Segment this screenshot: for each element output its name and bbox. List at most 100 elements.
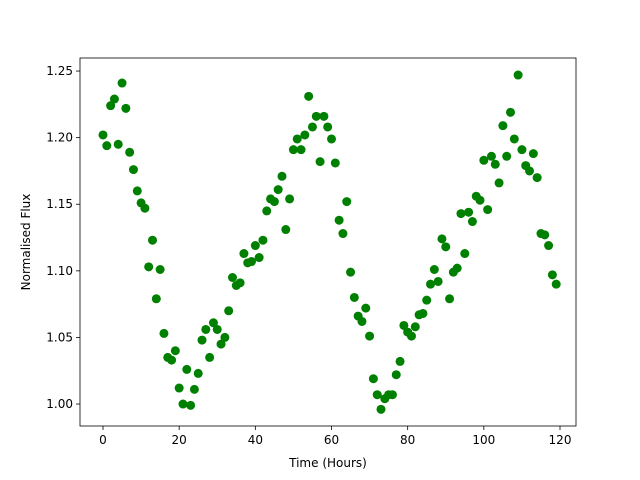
point [311,111,321,121]
point [494,178,504,188]
point [212,324,222,334]
point [128,165,138,175]
point [102,141,112,151]
point [498,121,508,131]
point [445,294,455,304]
point [125,147,135,157]
point [117,78,127,88]
point [467,217,477,227]
point [361,303,371,313]
point [490,159,500,169]
y-tick-label: 1.25 [46,64,73,78]
point [144,262,154,272]
point [288,145,298,155]
point [418,308,428,318]
point [376,404,386,414]
point [239,249,249,259]
point [304,91,314,101]
point [486,151,496,161]
y-tick-label: 1.20 [46,131,73,145]
point [365,331,375,341]
point [235,278,245,288]
point [106,101,116,111]
y-tick-label: 1.00 [46,397,73,411]
x-tick-label: 60 [324,433,339,447]
point [132,186,142,196]
point [456,209,466,219]
y-axis-label: Normalised Flux [19,194,33,291]
x-tick-label: 40 [248,433,263,447]
point [441,242,451,252]
point [277,171,287,181]
point [437,234,447,244]
point [406,331,416,341]
point [262,206,272,216]
point [315,157,325,167]
point [148,235,158,245]
x-tick-label: 20 [172,433,187,447]
point [525,166,535,176]
point [220,332,230,342]
point [182,364,192,374]
point [151,294,161,304]
point [357,316,367,326]
point [189,384,199,394]
point [547,270,557,280]
point [502,151,512,161]
point [227,272,237,282]
point [460,249,470,259]
point [121,103,131,113]
point [273,185,283,195]
point [155,265,165,275]
point [205,352,215,362]
point [98,130,108,140]
x-tick-label: 100 [472,433,495,447]
point [327,134,337,144]
point [224,306,234,316]
point [300,130,310,140]
point [197,335,207,345]
point [410,322,420,332]
point [258,235,268,245]
point [296,145,306,155]
point [178,399,188,409]
point [395,356,405,366]
point [349,292,359,302]
point [513,70,523,80]
point [464,207,474,217]
point [307,122,317,132]
point [505,107,515,117]
point [342,197,352,207]
point [479,155,489,165]
point [528,149,538,159]
point [475,195,485,205]
point [540,230,550,240]
point [193,368,203,378]
point [399,320,409,330]
point [368,374,378,384]
point [292,134,302,144]
point [334,215,344,225]
point [208,318,218,328]
point [285,194,295,204]
point [319,111,329,121]
point [387,390,397,400]
x-axis-label: Time (Hours) [288,456,367,470]
x-tick-label: 0 [99,433,107,447]
point [509,134,519,144]
point [186,400,196,410]
point [167,355,177,365]
point [216,339,226,349]
point [330,158,340,168]
point [140,203,150,213]
point [551,279,561,289]
point [250,241,260,251]
point [174,383,184,393]
point [433,276,443,286]
point [281,225,291,235]
point [532,173,542,183]
point [254,253,264,263]
point [113,139,123,149]
point [426,279,436,289]
